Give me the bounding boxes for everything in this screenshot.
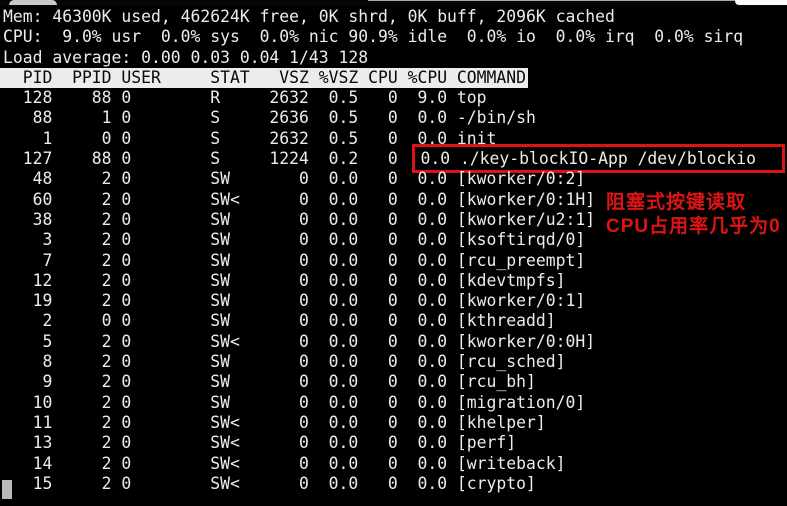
terminal-window[interactable]: Mem: 46300K used, 462624K free, 0K shrd,… [0, 6, 787, 506]
load-average-line: Load average: 0.00 0.03 0.04 1/43 128 [3, 47, 369, 67]
highlight-box: 0.0 ./key-blockIO-App /dev/blockio [412, 144, 785, 174]
window-top-right-corner [735, 0, 787, 5]
table-row: 2 0 0 SW 0 0.0 0 0.0 [kthreadd] [3, 311, 556, 331]
table-row: 3 2 0 SW 0 0.0 0 0.0 [ksoftirqd/0] [3, 230, 586, 250]
table-row: 38 2 0 SW 0 0.0 0 0.0 [kworker/u2:1] [3, 209, 596, 229]
mem-summary-line: Mem: 46300K used, 462624K free, 0K shrd,… [3, 7, 615, 26]
terminal-cursor [2, 480, 12, 499]
window-top-hairline [368, 0, 735, 1]
table-row: 15 2 0 SW< 0 0.0 0 0.0 [crypto] [3, 473, 536, 493]
table-row: 14 2 0 SW< 0 0.0 0 0.0 [writeback] [3, 453, 566, 473]
table-row: 60 2 0 SW< 0 0.0 0 0.0 [kworker/0:1H] [3, 189, 596, 209]
window-tab-sliver [9, 0, 57, 5]
table-row: 127 88 0 S 1224 0.2 0 0.0 ./key-blockIO-… [3, 144, 787, 174]
table-row: 48 2 0 SW 0 0.0 0 0.0 [kworker/0:2] [3, 169, 586, 189]
table-row: 128 88 0 R 2632 0.5 0 9.0 top [3, 88, 487, 108]
table-row: 19 2 0 SW 0 0.0 0 0.0 [kworker/0:1] [3, 291, 586, 311]
table-row: 12 2 0 SW 0 0.0 0 0.0 [kdevtmpfs] [3, 270, 566, 290]
table-row: 11 2 0 SW< 0 0.0 0 0.0 [khelper] [3, 412, 546, 432]
table-row: 10 2 0 SW 0 0.0 0 0.0 [migration/0] [3, 392, 586, 412]
annotation-cpu-usage-near-zero: CPU占用率几乎为0 [606, 216, 781, 237]
process-table: 128 88 0 R 2632 0.5 0 9.0 top 88 1 0 S 2… [3, 88, 787, 494]
cpu-summary-line: CPU: 9.0% usr 0.0% sys 0.0% nic 90.9% id… [3, 27, 744, 47]
table-row: 5 2 0 SW< 0 0.0 0 0.0 [kworker/0:0H] [3, 331, 596, 351]
annotation-blocking-key-read: 阻塞式按键读取 [606, 192, 747, 213]
table-row: 88 1 0 S 2636 0.5 0 0.0 -/bin/sh [3, 108, 536, 128]
table-row-prefix: 127 88 0 S 1224 0.2 0 [3, 149, 418, 169]
window-top-edge [0, 0, 787, 6]
table-row: 13 2 0 SW< 0 0.0 0 0.0 [perf] [3, 433, 517, 453]
process-table-header: PID PPID USER STAT VSZ %VSZ CPU %CPU COM… [0, 67, 529, 89]
table-row: 8 2 0 SW 0 0.0 0 0.0 [rcu_sched] [3, 352, 566, 372]
table-row: 9 2 0 SW 0 0.0 0 0.0 [rcu_bh] [3, 372, 536, 392]
table-row: 1 0 0 S 2632 0.5 0 0.0 init [3, 128, 497, 148]
table-row: 7 2 0 SW 0 0.0 0 0.0 [rcu_preempt] [3, 250, 586, 270]
